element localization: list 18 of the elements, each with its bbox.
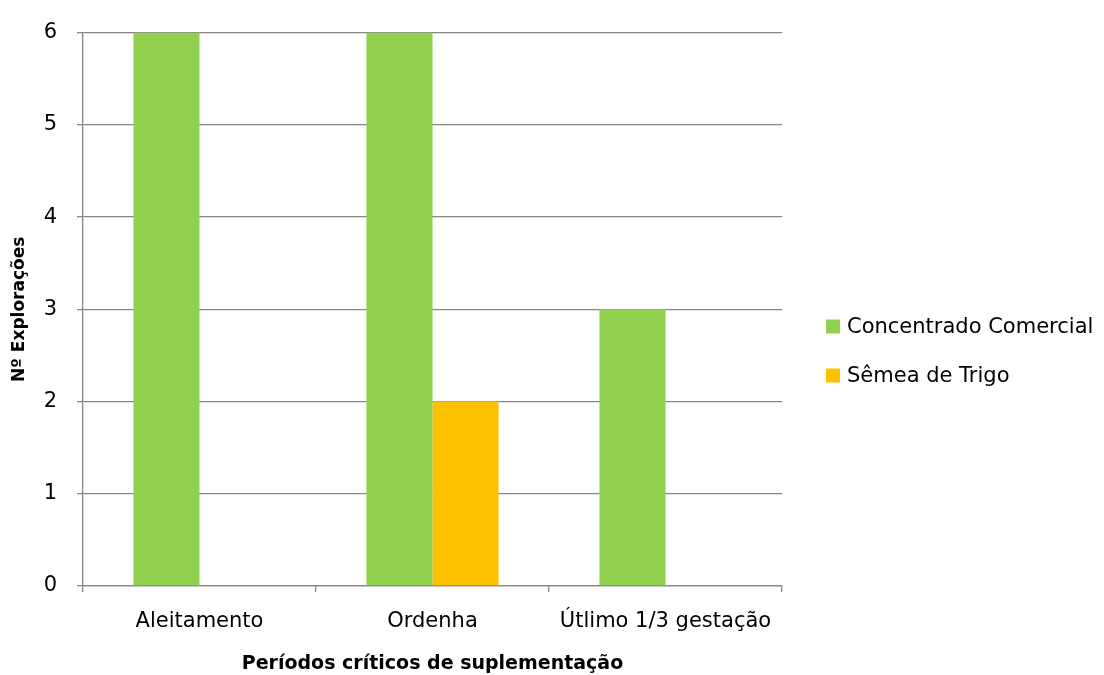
legend-label: Sêmea de Trigo — [847, 362, 1010, 387]
x-tick-label: Ordenha — [387, 608, 478, 633]
y-tick-label: 4 — [43, 203, 57, 228]
y-tick-label: 2 — [43, 387, 57, 412]
bar — [366, 32, 433, 586]
y-axis-title: Nº Explorações — [7, 236, 28, 382]
x-tick-label: Útlimo 1/3 gestação — [559, 607, 772, 633]
y-tick-label: 1 — [43, 480, 57, 505]
legend-label: Concentrado Comercial — [847, 313, 1094, 338]
y-tick-label: 0 — [43, 572, 57, 597]
y-tick-label: 6 — [43, 19, 57, 44]
y-tick-label: 3 — [43, 295, 57, 320]
bar — [432, 401, 499, 586]
bar — [133, 32, 200, 586]
bar — [599, 309, 666, 586]
y-tick-label: 5 — [43, 111, 57, 136]
x-axis-title: Períodos críticos de suplementação — [241, 650, 624, 673]
x-tick-label: Aleitamento — [135, 608, 264, 633]
